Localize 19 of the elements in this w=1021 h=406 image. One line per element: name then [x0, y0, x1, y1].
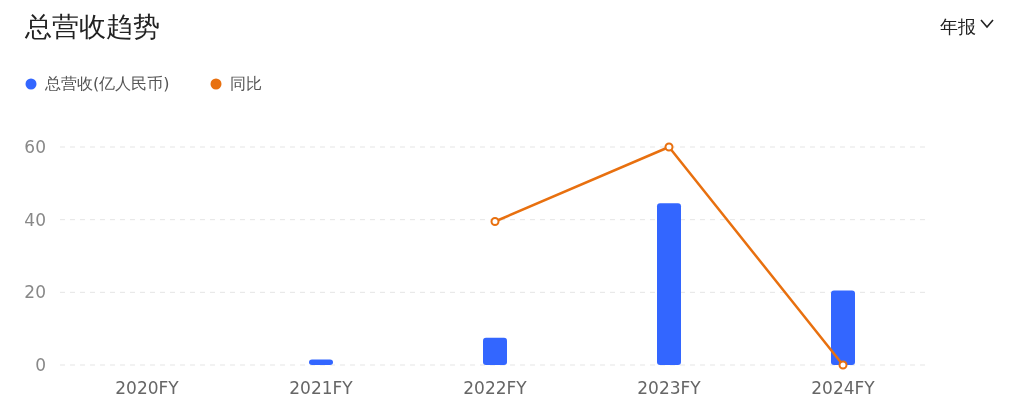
bar: [657, 203, 681, 365]
point: [490, 216, 500, 226]
legend-label: 总营收(亿人民币): [44, 74, 170, 93]
x-tick-label: 2021FY: [289, 378, 354, 398]
chart-title: 总营收趋势: [24, 11, 160, 42]
x-tick-label: 2023FY: [637, 378, 702, 398]
x-tick-label: 2020FY: [115, 378, 180, 398]
bar: [831, 290, 855, 365]
legend-label: 同比: [230, 74, 262, 93]
x-tick-label: 2022FY: [463, 378, 528, 398]
y-tick-label: 40: [24, 209, 46, 230]
bar: [483, 337, 507, 365]
y-tick-label: 0: [35, 354, 46, 375]
point: [664, 142, 674, 152]
text: 年报: [940, 16, 976, 37]
y-tick-label: 60: [24, 136, 46, 157]
y-tick-label: 20: [24, 282, 46, 303]
x-tick-label: 2024FY: [811, 378, 876, 398]
point: [838, 360, 848, 370]
